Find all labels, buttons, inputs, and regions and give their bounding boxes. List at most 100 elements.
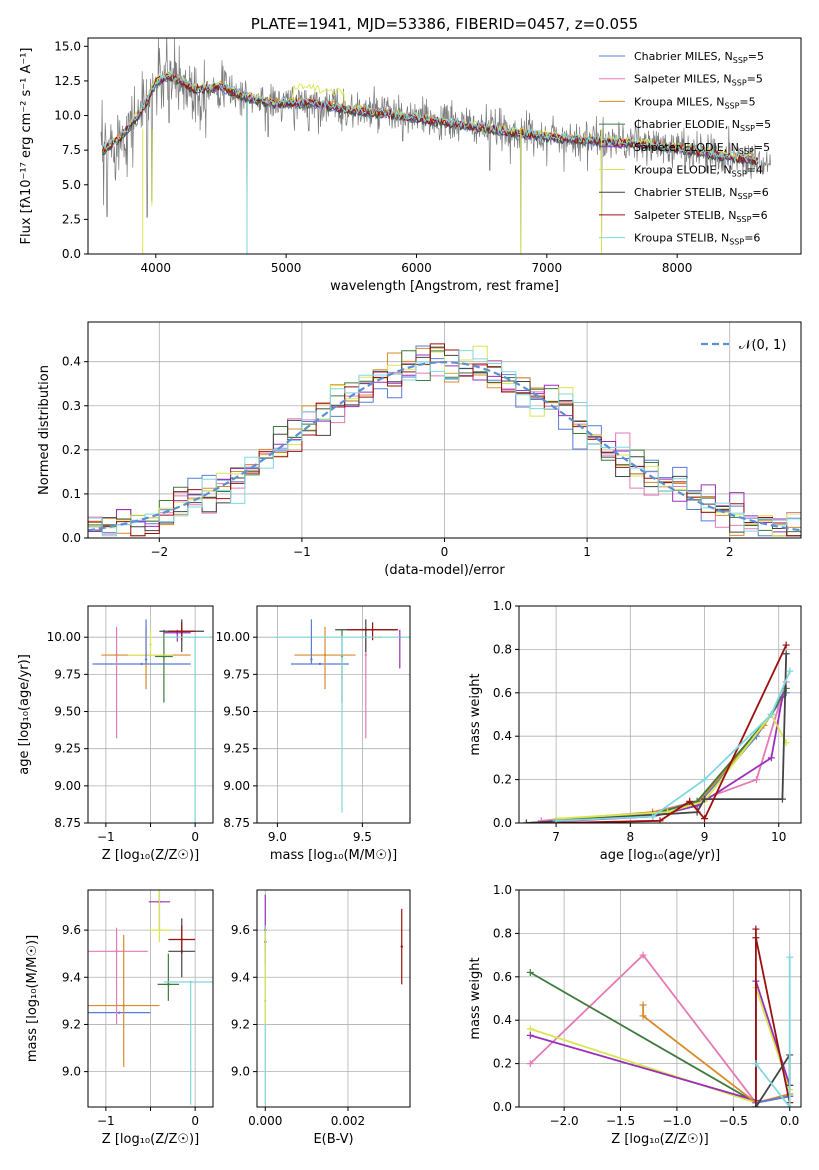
- x-tick-label: −1.5: [606, 1114, 635, 1128]
- y-tick-label: 9.25: [223, 742, 250, 756]
- y-tick-label: 0.8: [493, 642, 512, 656]
- y-axis-label: mass weight: [468, 673, 483, 755]
- y-tick-label: 8.75: [54, 816, 81, 830]
- x-tick-label: 6000: [401, 261, 432, 275]
- y-tick-label: 9.00: [223, 779, 250, 793]
- x-tick-label: 7: [552, 830, 560, 844]
- y-tick-label: 7.5: [62, 143, 81, 157]
- age-vs-metallicity-panel: −1 0 8.75 9.00 9.25 9.50 9.75 10.00 Z [log₁₀(Z/Z…: [17, 605, 214, 863]
- legend-label-salpeter-stelib: Salpeter STELIB, NSSP=6: [634, 209, 768, 224]
- series-marker-salpeter-stelib: [701, 815, 709, 823]
- series-marker-kroupa-stelib: [552, 817, 560, 823]
- y-tick-label: 9.4: [231, 970, 250, 984]
- x-tick-label: 7000: [532, 261, 563, 275]
- y-tick-label: 5.0: [62, 178, 81, 192]
- legend-label-chabrier-stelib: Chabrier STELIB, NSSP=6: [634, 186, 769, 201]
- series-marker-salpeter-stelib: [752, 925, 760, 933]
- y-tick-label: 9.50: [223, 705, 250, 719]
- data-point-salpeter-stelib: [180, 630, 183, 633]
- series-marker-salpeter-elodie: [767, 754, 775, 762]
- data-point-chabrier-elodie: [167, 983, 170, 986]
- series-marker-salpeter-stelib: [656, 817, 664, 823]
- mass-vs-metallicity-panel: −1 0 9.0 9.2 9.4 9.6 Z [log₁₀(Z/Z☉)] mass [log₁…: [25, 889, 214, 1147]
- data-point-kroupa-stelib: [193, 636, 197, 639]
- series-marker-salpeter-miles: [639, 951, 647, 959]
- series-marker-chabrier-elodie: [526, 968, 534, 976]
- y-axis-label: Flux [fλ10⁻¹⁷ erg cm⁻² s⁻¹ A⁻¹]: [19, 48, 34, 245]
- y-tick-label: 9.75: [223, 667, 250, 681]
- y-tick-label: 15.0: [54, 39, 81, 53]
- data-point-chabrier-miles: [318, 662, 322, 666]
- y-tick-label: 9.0: [231, 1065, 250, 1079]
- data-point-kroupa-stelib: [189, 980, 192, 984]
- series-marker-kroupa-elodie: [526, 1025, 534, 1033]
- mass-weight-vs-age-panel: 7 8 9 10 0.0 0.2 0.4 0.6 0.8 1.0 age [log₁₀(age/yr…: [468, 599, 802, 863]
- x-axis-label: E(B-V): [313, 1132, 353, 1147]
- y-tick-label: 0.6: [493, 686, 512, 700]
- x-axis-label: (data-model)/error: [384, 563, 505, 578]
- x-tick-label: −1.0: [662, 1114, 691, 1128]
- y-tick-label: 0.6: [493, 970, 512, 984]
- series-marker-chabrier-stelib: [522, 819, 530, 823]
- series-marker-chabrier-stelib: [701, 795, 709, 803]
- x-tick-label: 9: [701, 830, 709, 844]
- data-point-chabrier-miles: [144, 658, 148, 661]
- data-point-kroupa-elodie: [149, 643, 152, 646]
- y-tick-label: 0.0: [493, 1100, 512, 1114]
- y-tick-label: 9.6: [62, 923, 81, 937]
- series-line-salpeter-stelib: [755, 929, 791, 1107]
- x-tick-label: 8: [626, 830, 634, 844]
- mass-weight-vs-metallicity-panel: −2.0 −1.5 −1.0 −0.5 0.0 0.0 0.2 0.4 0.6 0.8 1.0 Z […: [468, 883, 802, 1147]
- data-point-salpeter-stelib: [180, 938, 183, 941]
- y-tick-label: 0.4: [493, 1013, 512, 1027]
- x-tick-label: −1: [97, 1114, 115, 1128]
- data-point-kroupa-stelib: [340, 636, 344, 639]
- series-marker-chabrier-stelib: [752, 1103, 760, 1107]
- y-tick-label: 1.0: [493, 883, 512, 897]
- y-tick-label: 10.00: [216, 630, 250, 644]
- series-marker-salpeter-stelib: [752, 934, 760, 942]
- series-marker-salpeter-stelib: [686, 797, 694, 805]
- series-marker-salpeter-miles: [537, 817, 545, 823]
- x-tick-label: 9.5: [353, 830, 372, 844]
- y-axis-label: mass [log₁₀(M/M☉)]: [25, 935, 40, 1062]
- x-tick-label: 9.0: [268, 830, 287, 844]
- series-line-chabrier-miles: [755, 1095, 790, 1104]
- y-tick-label: 0.8: [493, 926, 512, 940]
- y-tick-label: 9.4: [62, 970, 81, 984]
- x-tick-label: 0: [191, 1114, 199, 1128]
- x-tick-label: 10: [771, 830, 786, 844]
- series-marker-salpeter-miles: [526, 1060, 534, 1068]
- x-tick-label: 1: [583, 545, 591, 559]
- y-tick-label: 9.25: [54, 742, 81, 756]
- x-tick-label: 0: [441, 545, 449, 559]
- y-tick-label: 9.2: [62, 1017, 81, 1031]
- x-tick-label: 8000: [662, 261, 693, 275]
- x-tick-label: −0.5: [719, 1114, 748, 1128]
- x-axis-label: mass [log₁₀(M/M☉)]: [270, 848, 397, 863]
- axes-frame: [518, 605, 802, 824]
- x-axis-label: wavelength [Angstrom, rest frame]: [330, 279, 559, 294]
- y-tick-label: 8.75: [223, 816, 250, 830]
- histogram-step-kroupa-stelib: [88, 350, 801, 538]
- y-tick-label: 0.4: [493, 729, 512, 743]
- y-tick-label: 12.5: [54, 74, 81, 88]
- x-axis-label: Z [log₁₀(Z/Z☉)]: [611, 1132, 708, 1147]
- data-point-kroupa-miles: [323, 653, 327, 657]
- x-tick-label: −1: [97, 830, 115, 844]
- legend-label-gaussian: 𝒩(0, 1): [739, 338, 786, 353]
- model-line-kroupa-stelib: [101, 70, 759, 164]
- data-point-kroupa-elodie: [158, 928, 161, 932]
- axes-frame: [87, 37, 802, 255]
- x-tick-label: −1: [293, 545, 311, 559]
- axes-frame: [256, 889, 411, 1108]
- y-axis-label: mass weight: [468, 957, 483, 1039]
- y-axis-label: Normed distribution: [37, 365, 52, 495]
- legend-label-chabrier-elodie: Chabrier ELODIE, NSSP=5: [634, 118, 771, 133]
- y-axis-label: age [log₁₀(age/yr)]: [17, 654, 32, 775]
- x-tick-label: 0.002: [331, 1114, 365, 1128]
- series-line-kroupa-stelib: [755, 957, 791, 1107]
- series-marker-salpeter-elodie: [526, 1031, 534, 1039]
- legend-label-salpeter-miles: Salpeter MILES, NSSP=5: [634, 73, 763, 88]
